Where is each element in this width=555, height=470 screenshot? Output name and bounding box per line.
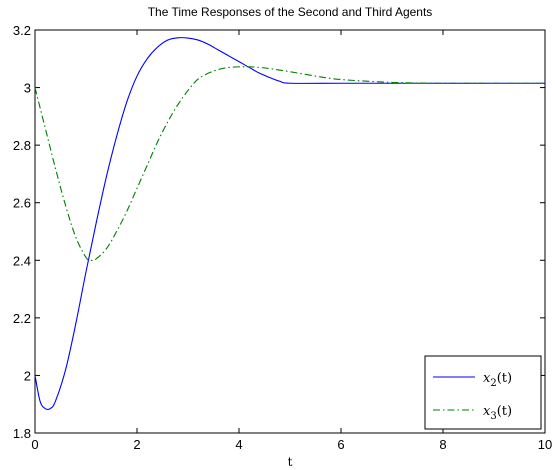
- legend-label-2: x3(t): [483, 404, 512, 422]
- y-tick-label: 3.2: [13, 23, 31, 38]
- y-tick-label: 2.4: [13, 253, 31, 268]
- y-tick-label: 1.8: [13, 426, 31, 441]
- x-tick-label: 0: [31, 437, 38, 452]
- y-tick-label: 2.8: [13, 138, 31, 153]
- y-tick-label: 2.6: [13, 196, 31, 211]
- x-axis-label: t: [288, 455, 293, 469]
- legend: x2(t) x3(t): [424, 355, 542, 430]
- legend-box: [424, 355, 542, 430]
- series-line-1: [34, 37, 545, 410]
- x-tick-label: 10: [538, 437, 552, 452]
- x-tick-label: 6: [337, 437, 344, 452]
- axis-ticks: 0 2 4 6 8 10 1.8 2 2.2 2.4 2.6 2.8 3 3.2: [13, 23, 552, 452]
- y-tick-label: 2: [24, 368, 31, 383]
- y-tick-label: 2.2: [13, 311, 31, 326]
- x-tick-label: 4: [235, 437, 242, 452]
- y-tick-label: 3: [24, 81, 31, 96]
- series-line-2: [34, 66, 545, 261]
- series-lines: [34, 37, 545, 410]
- x-tick-label: 8: [439, 437, 446, 452]
- x-tick-label: 2: [133, 437, 140, 452]
- chart-title: The Time Responses of the Second and Thi…: [148, 5, 433, 19]
- legend-label-1: x2(t): [483, 371, 512, 389]
